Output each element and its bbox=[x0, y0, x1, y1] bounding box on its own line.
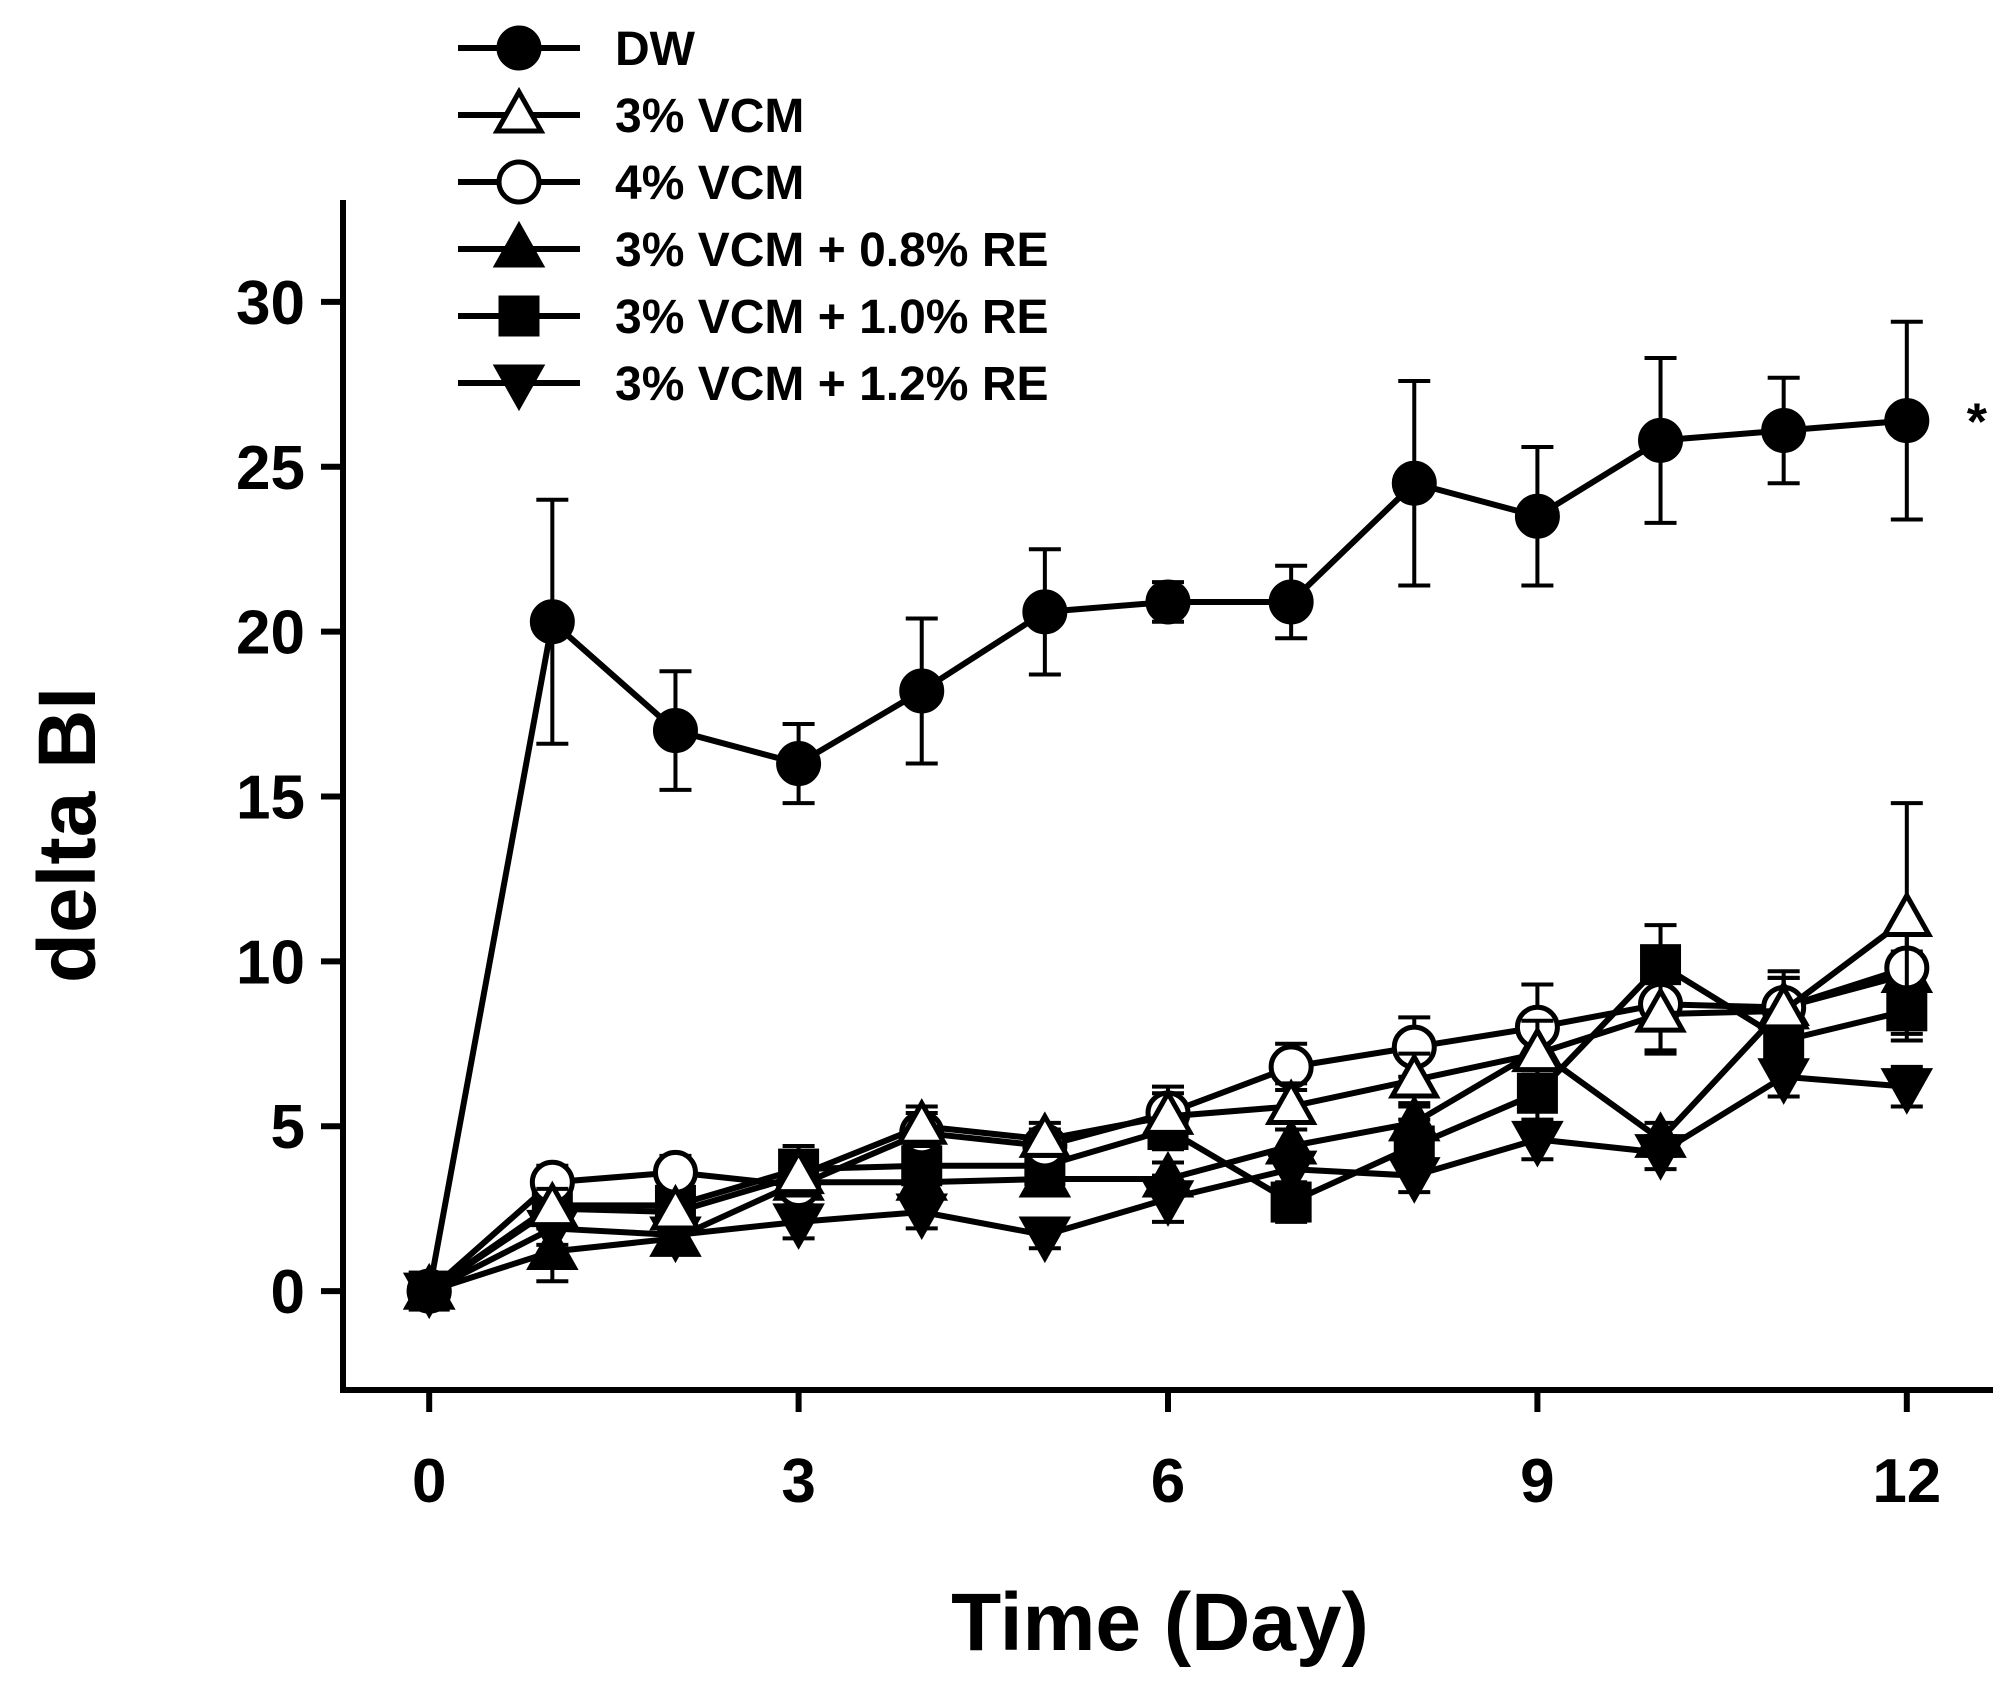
legend-item: 3% VCM bbox=[458, 86, 804, 143]
data-point bbox=[1270, 1181, 1312, 1223]
legend-label: 3% VCM bbox=[615, 90, 804, 143]
significance-asterisk: * bbox=[1967, 393, 1988, 451]
data-point bbox=[1141, 1150, 1195, 1198]
y-tick-label: 25 bbox=[236, 434, 305, 503]
data-point bbox=[1391, 460, 1437, 506]
data-point bbox=[895, 1098, 949, 1145]
data-point bbox=[1757, 982, 1810, 1030]
y-tick-label: 10 bbox=[236, 928, 305, 997]
legend-marker bbox=[492, 364, 546, 412]
legend-label: 3% VCM + 1.0% RE bbox=[615, 291, 1049, 344]
y-tick-label: 0 bbox=[271, 1258, 305, 1327]
legend-marker bbox=[498, 295, 540, 337]
data-point bbox=[1634, 1111, 1687, 1158]
x-tick-label: 12 bbox=[1872, 1447, 1941, 1516]
data-point bbox=[1761, 408, 1807, 454]
data-point bbox=[1387, 1094, 1441, 1142]
x-tick-label: 0 bbox=[412, 1447, 446, 1516]
data-point bbox=[772, 1147, 825, 1195]
legend-item: 3% VCM + 1.2% RE bbox=[458, 358, 1049, 412]
data-point bbox=[1638, 417, 1684, 463]
legend-marker bbox=[496, 25, 542, 71]
legend-label: 3% VCM + 0.8% RE bbox=[615, 224, 1049, 277]
series-dw bbox=[406, 319, 1930, 1314]
legend-label: DW bbox=[615, 23, 696, 76]
y-tick-label: 5 bbox=[271, 1093, 305, 1162]
legend-label: 4% VCM bbox=[615, 157, 804, 210]
data-point bbox=[652, 708, 698, 754]
legend-marker bbox=[496, 159, 542, 205]
data-point bbox=[1514, 493, 1560, 539]
y-tick-label: 20 bbox=[236, 599, 305, 668]
data-point bbox=[1880, 890, 1934, 937]
x-axis-title: Time (Day) bbox=[951, 1577, 1369, 1668]
legend-item: 3% VCM + 1.0% RE bbox=[458, 291, 1049, 344]
data-point bbox=[895, 1154, 949, 1201]
data-point bbox=[1018, 1111, 1072, 1158]
y-tick-label: 30 bbox=[236, 269, 305, 338]
y-axis-title: delta BI bbox=[22, 687, 113, 983]
x-tick-label: 3 bbox=[781, 1447, 815, 1516]
data-point bbox=[1387, 1051, 1441, 1099]
data-point bbox=[526, 1223, 579, 1271]
data-point bbox=[899, 668, 945, 714]
data-point bbox=[776, 741, 822, 787]
data-point bbox=[406, 1268, 452, 1314]
legend-marker bbox=[492, 220, 546, 268]
data-point bbox=[1018, 1150, 1072, 1198]
x-tick-label: 6 bbox=[1151, 1447, 1185, 1516]
data-point bbox=[1145, 579, 1191, 625]
data-point bbox=[1264, 1117, 1318, 1165]
data-point bbox=[1268, 579, 1314, 625]
legend-item: 3% VCM + 0.8% RE bbox=[458, 220, 1049, 277]
data-point bbox=[526, 1180, 579, 1228]
legend-marker bbox=[492, 86, 546, 134]
legend-item: DW bbox=[458, 23, 696, 76]
data-point bbox=[1022, 589, 1068, 635]
legend-label: 3% VCM + 1.2% RE bbox=[615, 358, 1049, 411]
axes-group: 0 5 10 15 20 25 30 0 3 6 9 12 bbox=[236, 200, 1993, 1516]
legend: DW 3% VCM 4% VCM 3% VCM + 0.8% RE 3% VCM + 1… bbox=[458, 23, 1049, 412]
data-point bbox=[1880, 1068, 1934, 1115]
data-point bbox=[1264, 1078, 1318, 1125]
series-group: * bbox=[402, 319, 1988, 1320]
data-point bbox=[1634, 986, 1687, 1033]
y-tick-label: 15 bbox=[236, 764, 305, 833]
data-point bbox=[649, 1183, 702, 1231]
series-3-vcm bbox=[402, 801, 1934, 1310]
data-point bbox=[1141, 1088, 1195, 1135]
x-tick-label: 9 bbox=[1520, 1447, 1554, 1516]
data-point bbox=[1018, 1216, 1072, 1264]
data-point bbox=[1884, 398, 1930, 444]
data-point bbox=[649, 1210, 702, 1257]
data-point bbox=[529, 599, 575, 645]
legend-item: 4% VCM bbox=[458, 157, 804, 210]
data-point bbox=[1511, 1025, 1564, 1073]
